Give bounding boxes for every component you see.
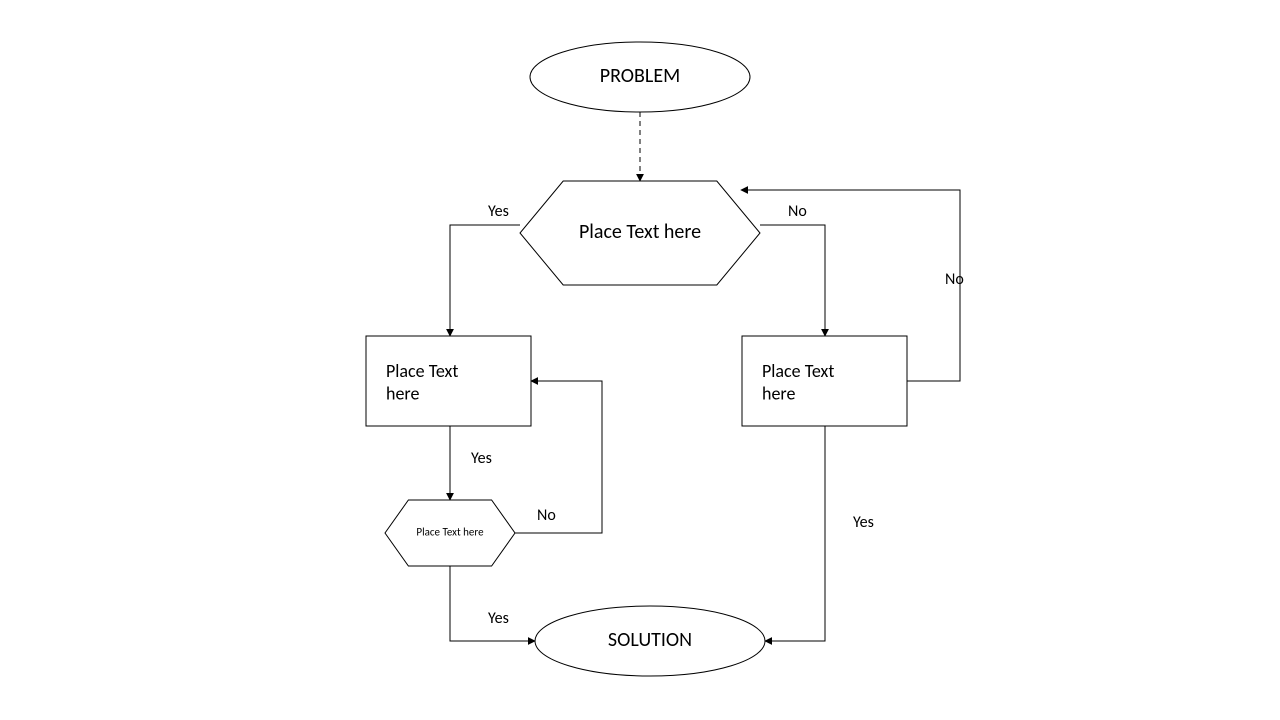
edge-decision2-yes-to-solution-label: Yes xyxy=(488,609,509,628)
node-process_right: Place Texthere xyxy=(742,336,907,426)
edge-decision2-yes-to-solution xyxy=(450,566,535,641)
node-solution-label: SOLUTION xyxy=(608,628,692,652)
edge-process-right-yes-to-solution-label: Yes xyxy=(853,513,874,532)
edge-decision1-no-label: No xyxy=(788,202,807,221)
node-solution: SOLUTION xyxy=(535,606,765,676)
edge-decision2-no-loop-label: No xyxy=(537,506,556,525)
node-decision1: Place Text here xyxy=(520,181,760,285)
node-decision2: Place Text here xyxy=(385,500,515,566)
node-problem-label: PROBLEM xyxy=(600,64,680,88)
edge-process-right-no-loop-label: No xyxy=(945,270,964,289)
edge-decision1-yes xyxy=(450,225,520,336)
edge-process-right-yes-to-solution xyxy=(765,426,825,641)
node-decision1-label: Place Text here xyxy=(579,220,701,244)
edge-decision1-no xyxy=(760,225,825,336)
edge-process-left-to-decision2-yes-label: Yes xyxy=(471,449,492,468)
edge-decision1-yes-label: Yes xyxy=(488,202,509,221)
flowchart-canvas: PROBLEM Place Text here Place Texthere Plac… xyxy=(0,0,1280,720)
node-decision2-label: Place Text here xyxy=(416,526,484,539)
node-process_left: Place Texthere xyxy=(366,336,531,426)
node-problem: PROBLEM xyxy=(530,42,750,112)
